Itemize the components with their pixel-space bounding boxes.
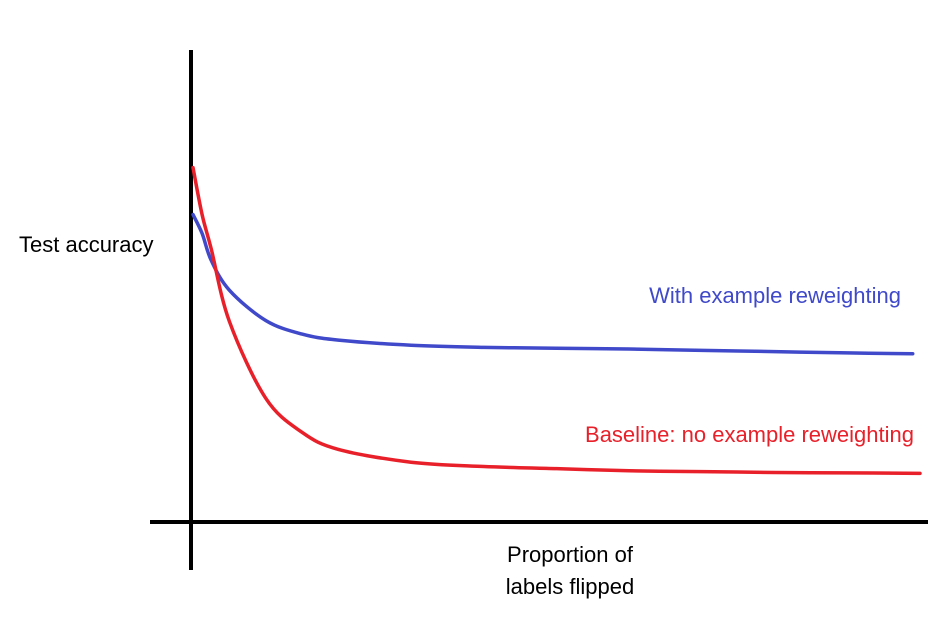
series-label-baseline: Baseline: no example reweighting (585, 422, 914, 447)
series-label-with-reweighting: With example reweighting (649, 283, 901, 308)
x-axis-label-line-2: labels flipped (506, 574, 634, 599)
series-line-baseline (191, 165, 922, 476)
y-axis-label: Test accuracy (19, 232, 154, 257)
x-axis-label-line-1: Proportion of (507, 542, 634, 567)
series-layer (191, 165, 922, 476)
